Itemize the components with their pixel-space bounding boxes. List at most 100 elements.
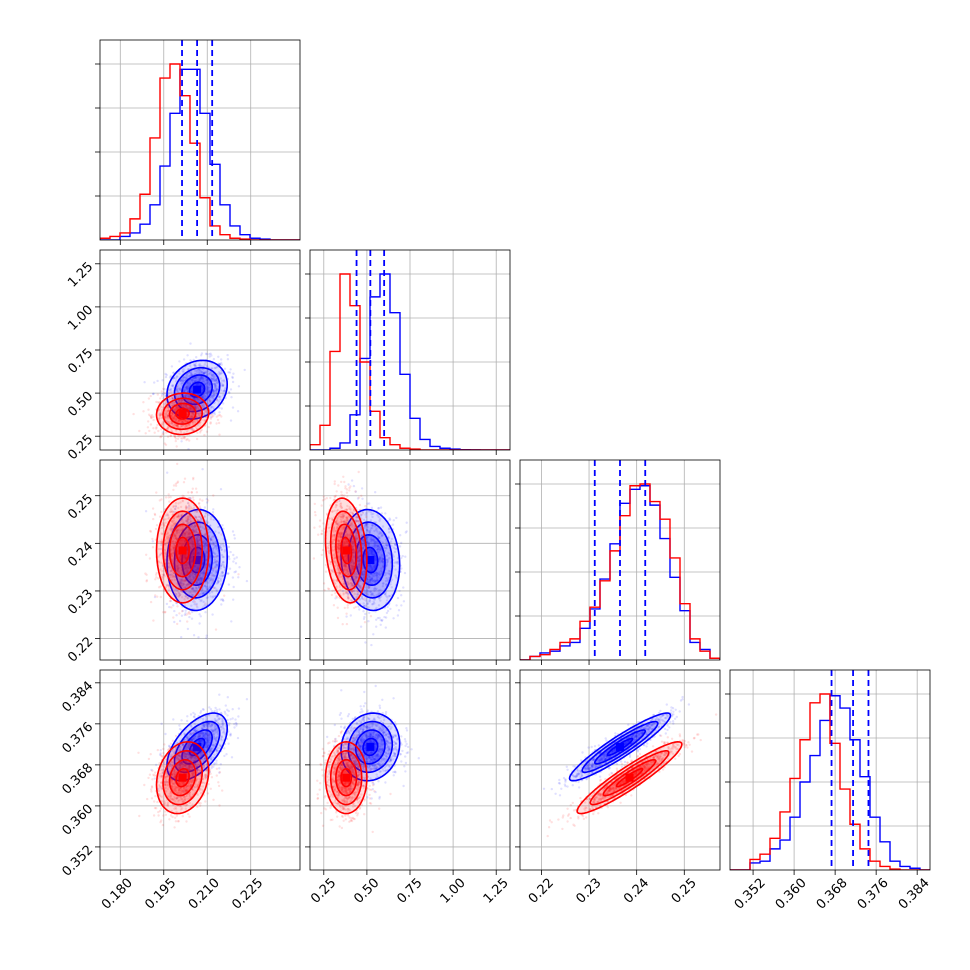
scatter-point (402, 600, 406, 603)
scatter-point (199, 376, 203, 380)
scatter-point (194, 370, 197, 373)
scatter-point (189, 364, 192, 368)
scatter-point (176, 462, 179, 466)
scatter-point (201, 499, 204, 502)
scatter-point (167, 426, 170, 429)
scatter-point (193, 363, 197, 367)
scatter-point (212, 374, 215, 377)
scatter-point (214, 386, 218, 390)
scatter-point (217, 414, 220, 417)
scatter-point (171, 396, 174, 399)
scatter-point (221, 379, 224, 382)
panel-0-0 (95, 39, 301, 245)
scatter-point (176, 375, 179, 378)
scatter-point (184, 375, 187, 379)
scatter-point (202, 380, 206, 383)
scatter-point (317, 533, 320, 536)
scatter-point (188, 612, 192, 615)
scatter-point (176, 389, 179, 393)
scatter-point (184, 405, 187, 409)
scatter-point (190, 416, 194, 419)
scatter-point (172, 414, 176, 418)
scatter-point (193, 376, 197, 380)
scatter-point (169, 434, 172, 437)
scatter-point (243, 368, 246, 372)
scatter-point (205, 379, 208, 382)
histogram-series-1 (100, 63, 300, 240)
scatter-point (176, 622, 179, 626)
scatter-point (191, 487, 194, 490)
scatter-point (170, 412, 174, 415)
scatter-point (201, 395, 205, 399)
scatter-point (171, 404, 174, 407)
scatter-point (203, 419, 206, 422)
scatter-point (349, 614, 352, 617)
scatter-point (178, 619, 182, 623)
scatter-point (182, 404, 186, 407)
scatter-point (152, 418, 155, 422)
scatter-point (166, 405, 170, 408)
scatter-point (188, 406, 192, 409)
scatter-point (174, 418, 178, 421)
scatter-point (183, 388, 186, 391)
scatter-point (169, 434, 172, 438)
scatter-point (177, 425, 180, 429)
scatter-point (177, 399, 181, 402)
scatter-point (213, 378, 216, 381)
scatter-point (160, 435, 163, 438)
scatter-point (220, 382, 223, 385)
scatter-point (178, 360, 181, 363)
scatter-point (163, 388, 166, 391)
scatter-point (147, 420, 150, 423)
scatter-point (181, 405, 185, 408)
scatter-point (160, 428, 163, 431)
scatter-point (205, 411, 208, 414)
scatter-point (223, 594, 226, 597)
scatter-point (185, 388, 188, 391)
scatter-point (199, 376, 202, 380)
scatter-point (392, 519, 395, 522)
scatter-point (234, 570, 238, 573)
scatter-point (213, 394, 216, 397)
scatter-point (196, 404, 200, 408)
scatter-point (194, 377, 197, 380)
scatter-point (179, 593, 182, 596)
scatter-point (204, 563, 208, 566)
scatter-point (165, 409, 168, 413)
scatter-point (202, 404, 205, 407)
scatter-point (180, 424, 183, 428)
scatter-point (187, 423, 190, 427)
scatter-point (181, 437, 184, 440)
scatter-point (400, 567, 403, 570)
scatter-point (185, 389, 188, 392)
scatter-point (186, 419, 190, 422)
scatter-point (206, 391, 209, 394)
scatter-point (158, 413, 161, 416)
scatter-point (191, 422, 195, 425)
scatter-point (214, 390, 217, 393)
scatter-point (185, 385, 188, 389)
scatter-point (233, 537, 236, 540)
scatter-point (199, 412, 202, 415)
scatter-point (199, 424, 202, 427)
scatter-point (198, 364, 202, 367)
scatter-point (245, 579, 249, 583)
scatter-point (187, 390, 190, 393)
scatter-point (197, 636, 200, 639)
scatter-point (174, 423, 177, 426)
scatter-point (199, 369, 202, 372)
scatter-point (180, 420, 183, 423)
scatter-point (195, 437, 199, 441)
scatter-point (200, 386, 204, 389)
scatter-point (175, 388, 178, 391)
scatter-point (145, 553, 148, 556)
scatter-point (208, 355, 211, 358)
scatter-point (384, 512, 387, 515)
scatter-point (196, 419, 199, 422)
scatter-point (336, 596, 339, 599)
scatter-point (201, 376, 204, 379)
scatter-point (164, 375, 168, 379)
scatter-point (209, 416, 212, 419)
scatter-point (182, 435, 185, 438)
scatter-point (180, 440, 183, 443)
